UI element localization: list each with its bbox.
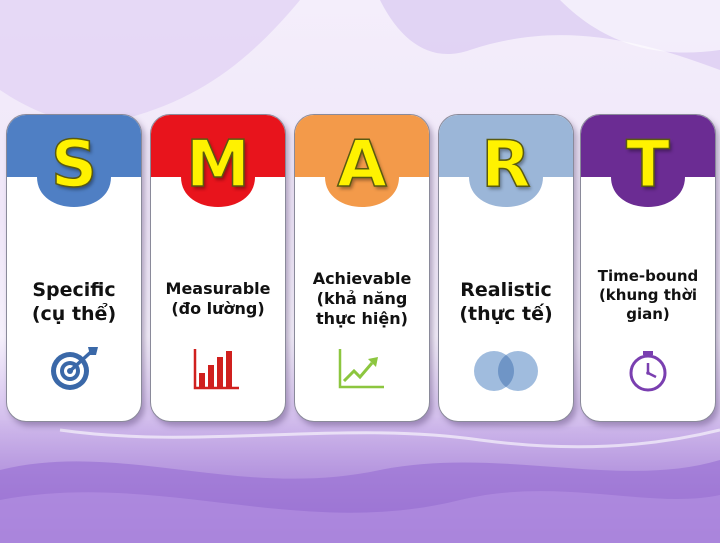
target-icon <box>51 347 98 390</box>
card-achievable: A Achievable (khả năng thực hiện) <box>294 114 430 422</box>
letter-a: A <box>336 128 387 202</box>
card-timebound: T Time-bound (khung thời gian) <box>580 114 716 422</box>
trend-up-icon <box>338 349 384 389</box>
title-realistic: Realistic <box>460 279 552 301</box>
card-head-specific: S <box>7 115 141 215</box>
bar-chart-icon <box>193 349 239 390</box>
label-realistic: Realistic (thực tế) <box>443 279 569 327</box>
card-head-achievable: A <box>295 115 429 215</box>
title-measurable: Measurable <box>165 279 271 298</box>
overlap-circles-icon <box>474 351 538 391</box>
label-measurable: Measurable (đo lường) <box>155 279 281 319</box>
subtitle-timebound: (khung thời <box>598 285 698 304</box>
card-head-timebound: T <box>581 115 715 215</box>
title-specific: Specific <box>32 279 116 301</box>
subtitle-specific: (cụ thể) <box>31 302 117 325</box>
card-specific: S Specific (cụ thể) <box>6 114 142 422</box>
title-timebound: Time-bound <box>597 267 699 285</box>
label-timebound: Time-bound (khung thời gian) <box>585 267 711 323</box>
label-achievable: Achievable (khả năng thực hiện) <box>299 269 425 329</box>
subtitle2-timebound: gian) <box>626 304 670 323</box>
letter-r: R <box>481 128 532 202</box>
letter-t: T <box>625 128 670 202</box>
letter-s: S <box>50 128 98 202</box>
subtitle2-achievable: thực hiện) <box>316 309 408 328</box>
subtitle-achievable: (khả năng <box>316 289 408 308</box>
subtitle-measurable: (đo lường) <box>171 299 265 318</box>
card-head-realistic: R <box>439 115 573 215</box>
card-head-measurable: M <box>151 115 285 215</box>
card-realistic: R Realistic (thực tế) <box>438 114 574 422</box>
subtitle-realistic: (thực tế) <box>459 302 553 325</box>
card-measurable: M Measurable (đo lường) <box>150 114 286 422</box>
clock-icon <box>629 351 667 392</box>
title-achievable: Achievable <box>312 269 412 288</box>
label-specific: Specific (cụ thể) <box>11 279 137 327</box>
letter-m: M <box>185 128 250 202</box>
